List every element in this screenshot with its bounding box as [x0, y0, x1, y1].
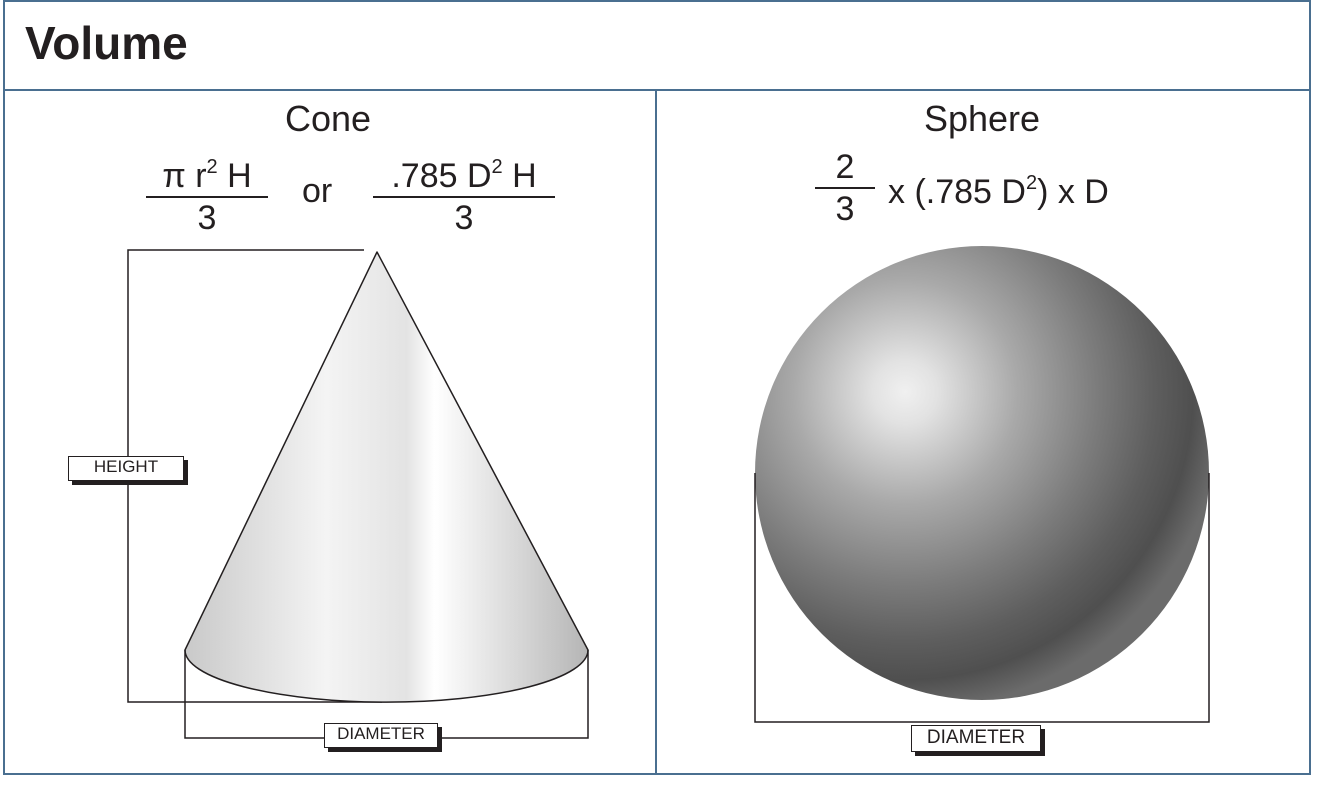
cone-formula-radius-numerator-tail: H	[217, 157, 252, 195]
sphere-formula-numerator: 2	[815, 147, 875, 189]
sphere-formula-expr: x (.785 D	[888, 173, 1026, 211]
cone-diameter-label: DIAMETER	[324, 723, 438, 748]
page-title: Volume	[25, 17, 188, 69]
panel-divider	[655, 91, 657, 775]
cone-formula-radius-numerator: π r	[162, 157, 207, 195]
cone-or-label: or	[302, 172, 333, 210]
sphere-formula-denominator: 3	[835, 190, 855, 228]
cone-heading: Cone	[284, 98, 372, 139]
sphere-formula-expr-tail: ) x D	[1037, 173, 1109, 211]
cone-formula-diameter-denominator: 3	[454, 199, 474, 237]
cone-formula-diameter-exponent: 2	[491, 156, 503, 178]
sphere-diameter-label: DIAMETER	[911, 725, 1041, 752]
diagram-frame: Volume	[3, 0, 1311, 775]
cone-formula-diameter: .785 D2 H 3	[373, 147, 555, 238]
cone-shape	[184, 251, 589, 703]
sphere-heading: Sphere	[923, 98, 1041, 139]
sphere-formula-expression: x (.785 D2) x D	[888, 172, 1109, 212]
sphere-formula-fraction: 2 3	[815, 147, 875, 229]
cone-height-label: HEIGHT	[68, 456, 184, 481]
cone-formula-diameter-numerator-tail: H	[502, 157, 537, 195]
sphere-shape	[755, 246, 1209, 700]
cone-formula-diameter-numerator: .785 D	[391, 157, 492, 195]
sphere-formula-exponent: 2	[1025, 172, 1038, 194]
cone-formula-radius-exponent: 2	[206, 156, 218, 178]
header: Volume	[5, 2, 1309, 91]
cone-formula-radius-denominator: 3	[197, 199, 217, 237]
cone-formula-radius: π r2 H 3	[146, 147, 268, 238]
sphere-diameter-bracket	[754, 473, 1210, 723]
